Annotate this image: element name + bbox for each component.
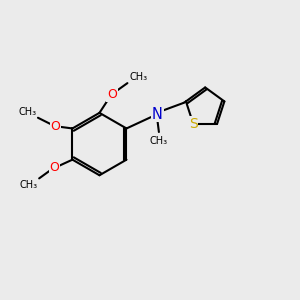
Text: CH₃: CH₃ — [129, 72, 147, 82]
Text: CH₃: CH₃ — [150, 136, 168, 146]
Text: O: O — [50, 161, 59, 175]
Text: O: O — [107, 88, 117, 101]
Text: O: O — [50, 120, 60, 133]
Text: N: N — [152, 107, 163, 122]
Text: CH₃: CH₃ — [19, 180, 38, 190]
Text: S: S — [189, 117, 198, 131]
Text: methyl: methyl — [130, 80, 134, 82]
Text: CH₃: CH₃ — [18, 106, 36, 117]
